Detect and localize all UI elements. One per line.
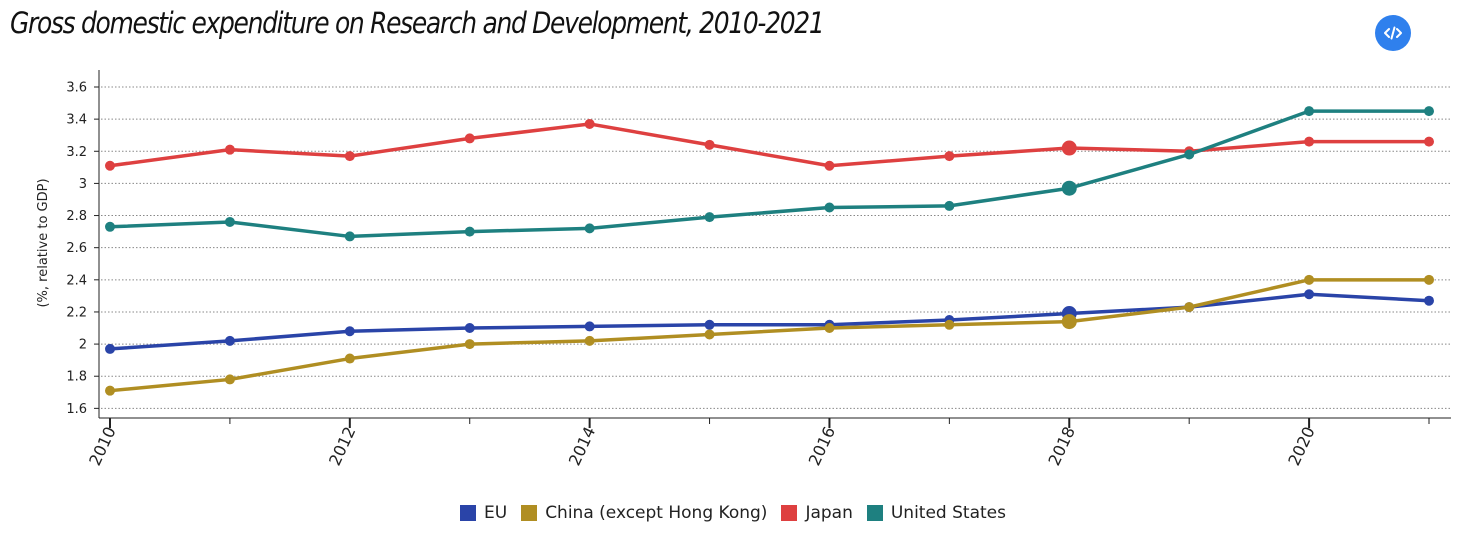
- legend-swatch: [521, 505, 538, 521]
- data-point: [944, 151, 955, 162]
- data-point: [944, 319, 955, 330]
- legend-item[interactable]: EU: [460, 503, 507, 523]
- legend-label: EU: [484, 503, 508, 523]
- data-point: [224, 144, 235, 155]
- data-point: [224, 374, 235, 385]
- y-tick-label: 2.8: [66, 209, 87, 224]
- data-point: [464, 323, 475, 334]
- data-point: [1304, 289, 1315, 300]
- legend-label: Japan: [805, 503, 853, 523]
- data-point: [1184, 302, 1195, 313]
- x-tick-label: 2018: [1044, 424, 1078, 469]
- data-point: [1304, 274, 1315, 285]
- y-tick-label: 2.4: [66, 273, 87, 288]
- legend-label: China (except Hong Kong): [545, 503, 768, 523]
- data-point: [584, 335, 595, 346]
- y-tick-label: 2.6: [66, 241, 87, 256]
- data-point: [824, 160, 835, 171]
- data-point: [1304, 136, 1315, 147]
- data-point: [344, 151, 355, 162]
- data-point: [105, 160, 115, 171]
- data-point: [704, 319, 715, 330]
- x-tick-label: 2012: [325, 424, 359, 469]
- data-point: [224, 216, 235, 227]
- code-icon: [1384, 26, 1402, 40]
- data-point: [824, 202, 835, 213]
- data-point: [1184, 149, 1195, 160]
- data-point: [1061, 140, 1077, 156]
- x-tick-label: 2016: [805, 424, 839, 469]
- data-point: [344, 353, 355, 364]
- data-point: [704, 139, 715, 150]
- data-point: [584, 118, 595, 129]
- series-line-1: [109, 278, 1429, 393]
- data-point: [344, 326, 355, 337]
- y-tick-label: 3: [79, 177, 87, 192]
- data-point: [704, 329, 715, 340]
- data-point: [464, 226, 475, 237]
- data-point: [224, 335, 235, 346]
- data-point: [824, 323, 835, 334]
- data-point: [1424, 136, 1434, 147]
- data-point: [944, 200, 955, 211]
- legend-swatch: [781, 505, 798, 521]
- data-point: [584, 321, 595, 332]
- legend-item[interactable]: Japan: [781, 503, 853, 523]
- legend-swatch: [866, 505, 883, 521]
- x-tick-label: 2014: [565, 424, 599, 469]
- data-point: [1424, 106, 1434, 117]
- page-title: Gross domestic expenditure on Research a…: [10, 6, 825, 40]
- data-point: [464, 133, 475, 144]
- x-tick-label: 2020: [1284, 424, 1318, 469]
- data-point: [584, 223, 595, 234]
- y-tick-label: 2: [79, 338, 87, 353]
- data-point: [1304, 106, 1315, 117]
- y-tick-label: 2.2: [66, 305, 87, 320]
- data-point: [105, 385, 115, 396]
- embed-code-button[interactable]: [1375, 15, 1411, 51]
- data-point: [344, 231, 355, 242]
- y-tick-label: 3.2: [66, 145, 87, 160]
- y-tick-label: 1.8: [66, 370, 87, 385]
- data-point: [704, 212, 715, 223]
- x-tick-label: 2010: [85, 424, 119, 469]
- data-point: [1424, 295, 1434, 306]
- data-point: [1061, 314, 1077, 330]
- legend-label: United States: [890, 503, 1006, 523]
- legend-item[interactable]: China (except Hong Kong): [521, 503, 767, 523]
- chart-legend: EU China (except Hong Kong) Japan United St…: [0, 503, 1466, 523]
- data-point: [1424, 274, 1434, 285]
- series-line-2: [109, 122, 1429, 168]
- data-point: [105, 221, 115, 232]
- series-line-0: [109, 292, 1430, 351]
- y-tick-label: 3.4: [66, 113, 87, 128]
- series-line-3: [109, 109, 1429, 239]
- y-tick-label: 1.6: [66, 402, 87, 417]
- y-tick-label: 3.6: [66, 81, 87, 96]
- data-point: [105, 343, 115, 354]
- data-point: [464, 339, 475, 350]
- legend-item[interactable]: United States: [866, 503, 1006, 523]
- data-point: [1061, 180, 1077, 196]
- y-axis-title: (%, relative to GDP): [36, 178, 51, 307]
- legend-swatch: [460, 505, 476, 521]
